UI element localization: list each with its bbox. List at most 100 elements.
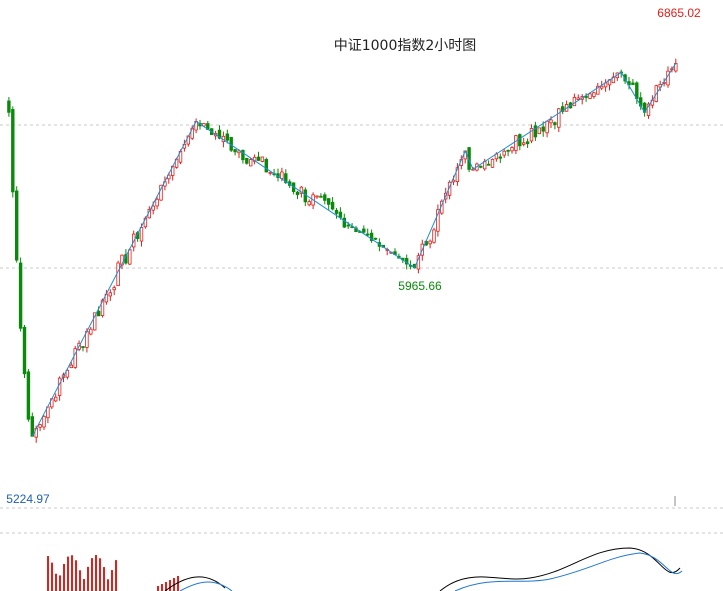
candle-body [81, 346, 85, 348]
candle-body [525, 141, 530, 145]
candle-body [576, 97, 580, 100]
candle-body [65, 369, 70, 378]
candle-body [100, 299, 105, 316]
candlestick-series [7, 58, 678, 443]
candle-body [502, 150, 506, 156]
candle-body [428, 240, 432, 245]
candle-body [498, 156, 502, 159]
candle-body [11, 109, 15, 193]
candle-body [549, 119, 553, 124]
candle-body [217, 129, 222, 139]
candle-body [30, 416, 34, 437]
candle-body [596, 85, 600, 95]
candle-body [588, 93, 592, 99]
candle-body [42, 416, 46, 428]
candle-body [600, 85, 604, 89]
candle-body [467, 147, 471, 170]
candle-body [315, 195, 319, 198]
candle-body [522, 142, 526, 145]
candle-body [22, 326, 27, 375]
candle-body [490, 158, 495, 168]
candle-body [323, 194, 327, 201]
candle-body [666, 70, 670, 86]
candle-body [268, 171, 272, 174]
candle-body [73, 348, 77, 368]
candle-body [112, 287, 116, 291]
candle-body [256, 156, 261, 161]
candle-body [241, 149, 245, 161]
candle-body [7, 100, 11, 113]
mid-low-price-label: 5965.66 [398, 279, 442, 293]
candle-body [260, 156, 265, 162]
candle-body [96, 310, 101, 317]
candle-body [237, 150, 241, 154]
candle-body [93, 312, 97, 331]
low-price-label: 5224.97 [6, 492, 50, 506]
candle-body [342, 217, 346, 228]
candle-body [14, 190, 19, 261]
wave-lines [31, 63, 677, 437]
candle-body [635, 82, 639, 100]
candle-body [365, 233, 370, 236]
macd-line [439, 547, 681, 591]
candle-body [233, 149, 237, 153]
candle-body [631, 82, 635, 85]
candle-body [346, 224, 350, 227]
high-price-label: 6865.02 [657, 6, 701, 20]
candle-body [557, 108, 561, 128]
candle-body [284, 173, 288, 183]
candle-body [155, 198, 159, 207]
signal-line [454, 552, 683, 591]
candle-body [159, 184, 163, 201]
candle-body [334, 209, 339, 214]
candle-body [486, 163, 491, 166]
candle-body [116, 262, 120, 286]
candle-body [18, 262, 23, 329]
candle-body [303, 189, 307, 203]
candle-body [202, 123, 206, 127]
candle-body [139, 227, 144, 242]
candle-body [338, 211, 343, 218]
candle-body [57, 377, 62, 396]
chart-title: 中证1000指数2小时图 [334, 38, 477, 54]
candle-body [362, 228, 366, 233]
candle-body [553, 122, 557, 126]
candle-body [26, 371, 31, 420]
candle-body [506, 149, 510, 152]
candle-body [479, 165, 483, 168]
candle-body [533, 125, 538, 138]
candle-body [264, 159, 268, 173]
candle-body [307, 201, 311, 206]
candle-body [151, 205, 155, 211]
candle-body [54, 396, 58, 402]
candle-body [510, 147, 514, 152]
candle-body [330, 201, 335, 210]
candle-body [369, 232, 374, 241]
candle-body [128, 249, 132, 265]
candle-body [89, 328, 93, 335]
candle-body [455, 167, 460, 183]
candle-body [561, 106, 565, 112]
candle-body [38, 424, 42, 428]
candle-body [319, 195, 323, 198]
candle-body [225, 133, 229, 141]
candle-body [120, 254, 124, 266]
candle-body [326, 198, 331, 205]
macd-panel [47, 547, 683, 591]
candle-body [541, 126, 545, 132]
candle-body [69, 364, 73, 369]
candle-body [514, 135, 518, 151]
candle-body [373, 237, 378, 240]
candle-body [248, 159, 253, 167]
wave-line [31, 63, 677, 437]
candle-body [572, 97, 577, 107]
candle-body [245, 157, 249, 164]
candle-body [108, 292, 112, 297]
candle-body [529, 128, 534, 142]
grid-lines [0, 124, 723, 534]
candle-body [518, 134, 522, 147]
candle-body [436, 209, 440, 232]
candle-body [299, 186, 304, 194]
candle-body [592, 92, 596, 97]
